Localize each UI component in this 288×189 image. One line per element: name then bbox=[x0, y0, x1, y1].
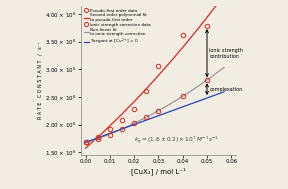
Text: complexation: complexation bbox=[209, 87, 243, 92]
Text: $k_q = (1.6\pm0.2) \times 10^7$ M$^{-1}$s$^{-1}$: $k_q = (1.6\pm0.2) \times 10^7$ M$^{-1}$… bbox=[134, 134, 219, 146]
X-axis label: [CuX₂] / mol L⁻¹: [CuX₂] / mol L⁻¹ bbox=[131, 167, 186, 175]
Y-axis label: R A T E   C O N S T A N T   /   s⁻¹: R A T E C O N S T A N T / s⁻¹ bbox=[37, 42, 42, 119]
Legend: Pseudo-first order data, Second order polynomial fit
to pseudo-first order, Ioni: Pseudo-first order data, Second order po… bbox=[83, 8, 151, 48]
Text: ionic strength
contribution: ionic strength contribution bbox=[209, 48, 243, 59]
